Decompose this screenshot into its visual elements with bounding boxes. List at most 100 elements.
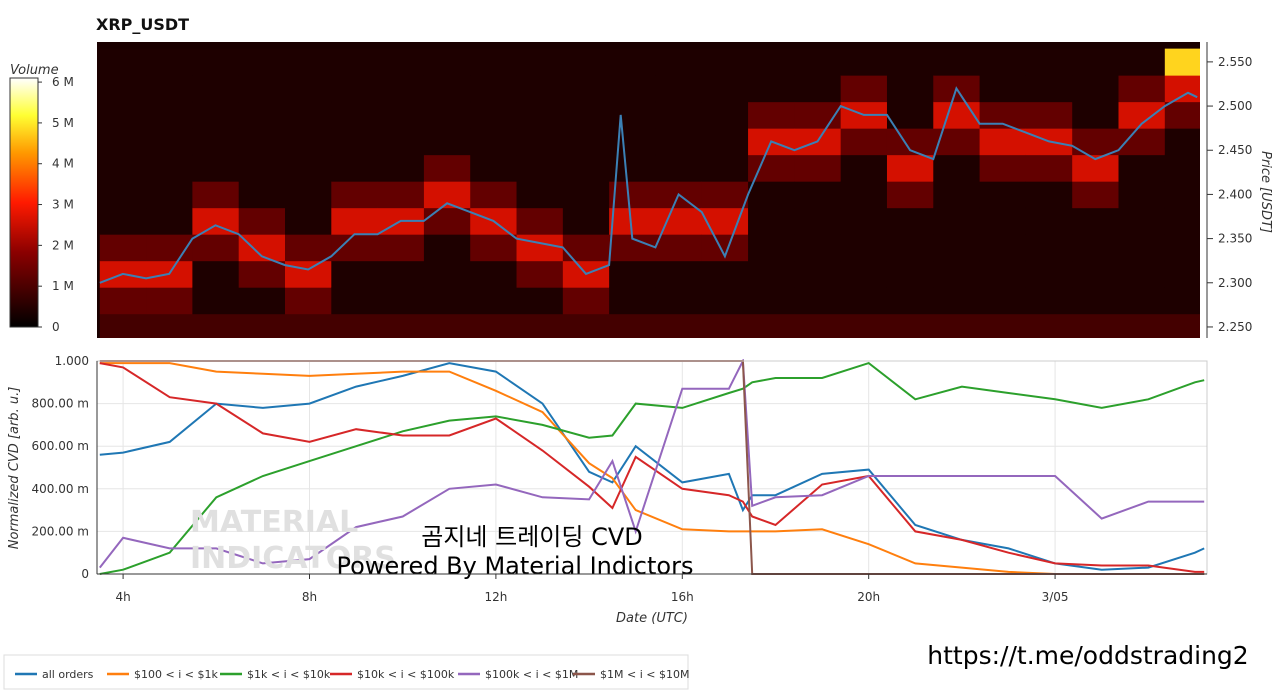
colorbar-label: Volume [10,63,59,78]
cvd-line [99,362,1205,573]
heat-cell [192,101,240,129]
heat-cell [146,234,193,262]
heat-cell [516,234,564,262]
heat-cell [794,48,842,76]
heat-cell [285,260,332,288]
heat-cell [1072,287,1120,315]
heat-cell [748,287,795,315]
watermark: INDICATORS [190,541,396,576]
heat-cell [470,260,518,288]
heat-cell [979,128,1027,156]
heat-cell [285,181,332,209]
x-tick-label: 16h [671,590,694,604]
heat-cell [609,313,656,338]
heat-cell [331,234,379,262]
cvd-line [99,362,1205,571]
x-axis-label: Date (UTC) [616,611,688,626]
heat-cell [516,128,564,156]
heat-cell [840,128,888,156]
heat-cell [840,260,888,288]
y-tick-label: 200.00 m [32,524,90,538]
overlay-text: Powered By Material Indictors [337,552,694,580]
heat-cell [1118,287,1166,315]
heat-cell [516,207,564,235]
heat-cell [794,313,842,338]
heat-cell [285,207,332,235]
legend-label: $100k < i < $1M [485,668,578,681]
heat-cell [470,313,518,338]
watermark: MATERIAL [190,505,358,540]
heat-cell [192,128,240,156]
heat-cell [609,75,656,103]
heat-cell [1072,101,1120,129]
colorbar-tick-label: 5 M [52,116,74,130]
heat-cell [377,287,425,315]
heat-cell [192,313,240,338]
heat-cell [562,75,610,103]
heat-cell [1118,234,1166,262]
heat-cell [99,75,147,103]
heat-cell [1025,181,1073,209]
chart-title: XRP_USDT [96,15,189,34]
heat-cell [470,75,518,103]
heat-cell [1118,154,1166,182]
heat-cell [562,181,610,209]
legend-label: $10k < i < $100k [357,668,455,681]
heat-cell [470,128,518,156]
heat-cell [655,260,703,288]
y-tick-label: 2.400 [1218,187,1252,201]
heat-cell [794,154,842,182]
heat-cell [933,313,981,338]
heat-cell [285,313,332,338]
heat-cell [377,260,425,288]
heat-cell [516,101,564,129]
heat-cell [562,287,610,315]
heat-cell [933,154,981,182]
legend-label: $1k < i < $10k [247,668,331,681]
heat-cell [285,75,332,103]
heat-cell [1164,287,1200,315]
link-text: https://t.me/oddstrading2 [927,641,1248,670]
heat-cell [423,260,471,288]
y-tick-label: 400.00 m [32,482,90,496]
heat-cell [1164,260,1200,288]
heat-cell [748,101,795,129]
heat-cell [423,234,471,262]
heat-cell [562,234,610,262]
heat-cell [146,48,193,76]
heat-cell [1118,48,1166,76]
heat-cell [886,207,934,235]
heat-cell [840,75,888,103]
heat-cell [516,75,564,103]
heat-cell [609,48,656,76]
heat-cell [331,75,379,103]
y-tick-label: 2.450 [1218,143,1252,157]
heat-cell [238,287,286,315]
y-tick-label: 2.550 [1218,55,1252,69]
heat-cell [423,154,471,182]
heat-cell [609,128,656,156]
colorbar-tick-label: 4 M [52,157,74,171]
heat-cell [99,154,147,182]
heat-cell [1164,101,1200,129]
heat-cell [701,313,749,338]
heat-cell [794,207,842,235]
heat-cell [1072,260,1120,288]
heat-cell [99,48,147,76]
colorbar-tick-label: 6 M [52,75,74,89]
heat-cell [1025,207,1073,235]
heat-cell [933,48,981,76]
heat-cell [99,181,147,209]
heat-cell [748,181,795,209]
heat-cell [655,128,703,156]
price-line [99,86,1198,284]
heat-cell [748,75,795,103]
heat-cell [331,287,379,315]
heat-cell [99,128,147,156]
heat-cell [886,48,934,76]
heat-cell [794,75,842,103]
heat-cell [655,101,703,129]
heat-cell [655,313,703,338]
heat-cell [331,154,379,182]
